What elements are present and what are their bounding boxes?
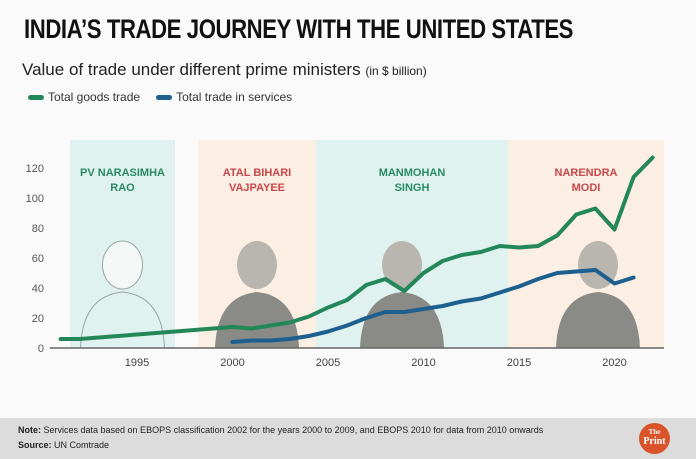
goods-swatch-icon bbox=[28, 94, 44, 100]
x-tick-label: 2020 bbox=[602, 357, 626, 369]
services-swatch-icon bbox=[156, 94, 173, 100]
portrait-body-icon bbox=[556, 292, 640, 348]
portraits bbox=[79, 240, 640, 349]
era-label: PV NARASIMHA bbox=[80, 167, 165, 179]
x-tick-label: 2010 bbox=[411, 357, 435, 369]
footnote: Note: Services data based on EBOPS class… bbox=[18, 425, 543, 435]
era-label: SINGH bbox=[395, 182, 430, 194]
subtitle-unit: (in $ billion) bbox=[365, 64, 427, 78]
portrait-head-icon bbox=[237, 241, 277, 289]
y-tick-label: 120 bbox=[26, 163, 44, 175]
x-axis: 1995 2000 2005 2010 2015 2020 bbox=[125, 357, 627, 369]
era-label: MANMOHAN bbox=[379, 167, 446, 179]
era-label: VAJPAYEE bbox=[229, 182, 285, 194]
services-trade-line bbox=[230, 268, 636, 344]
y-tick-label: 100 bbox=[26, 193, 44, 205]
footer: Note: Services data based on EBOPS class… bbox=[0, 418, 696, 459]
portrait-body-icon bbox=[215, 292, 299, 348]
era-label: RAO bbox=[110, 182, 135, 194]
theprint-logo-icon: The Print bbox=[639, 423, 670, 454]
legend-label-goods: Total goods trade bbox=[48, 90, 141, 104]
line-chart: PV NARASIMHA RAO ATAL BIHARI VAJPAYEE MANMOH… bbox=[26, 140, 664, 369]
x-tick-label: 1995 bbox=[125, 357, 149, 369]
legend-item-goods: Total goods trade bbox=[28, 90, 140, 104]
source-label: Source: bbox=[18, 440, 52, 450]
portrait-body-icon bbox=[79, 291, 166, 349]
y-axis: 0 20 40 60 80 100 120 bbox=[26, 163, 44, 355]
subtitle-text: Value of trade under different prime min… bbox=[22, 60, 361, 79]
era-label: ATAL BIHARI bbox=[223, 167, 291, 179]
y-tick-label: 0 bbox=[38, 343, 44, 355]
source-line: Source: UN Comtrade bbox=[18, 440, 109, 450]
portrait-body-icon bbox=[360, 292, 444, 348]
legend-item-services: Total trade in services bbox=[156, 90, 292, 104]
legend: Total goods trade Total trade in service… bbox=[28, 90, 292, 104]
y-tick-label: 80 bbox=[32, 223, 44, 235]
portrait-head-icon bbox=[382, 241, 422, 289]
goods-trade-line bbox=[58, 155, 655, 341]
logo-bottom-text: Print bbox=[643, 436, 666, 447]
era-label: MODI bbox=[572, 182, 601, 194]
y-tick-label: 20 bbox=[32, 313, 44, 325]
note-text: Services data based on EBOPS classificat… bbox=[41, 425, 544, 435]
y-tick-label: 40 bbox=[32, 283, 44, 295]
y-tick-label: 60 bbox=[32, 253, 44, 265]
legend-label-services: Total trade in services bbox=[176, 90, 293, 104]
x-tick-label: 2000 bbox=[220, 357, 244, 369]
logo-top-text: The bbox=[648, 428, 661, 436]
era-label: NARENDRA bbox=[555, 167, 618, 179]
note-label: Note: bbox=[18, 425, 41, 435]
source-text: UN Comtrade bbox=[51, 440, 110, 450]
era-labels: PV NARASIMHA RAO ATAL BIHARI VAJPAYEE MANMOH… bbox=[80, 167, 618, 194]
chart-subtitle: Value of trade under different prime min… bbox=[22, 60, 427, 80]
portrait-head-icon bbox=[102, 240, 143, 290]
x-tick-label: 2015 bbox=[507, 357, 531, 369]
chart-title: INDIA’S TRADE JOURNEY WITH THE UNITED ST… bbox=[24, 14, 574, 44]
x-tick-label: 2005 bbox=[316, 357, 340, 369]
